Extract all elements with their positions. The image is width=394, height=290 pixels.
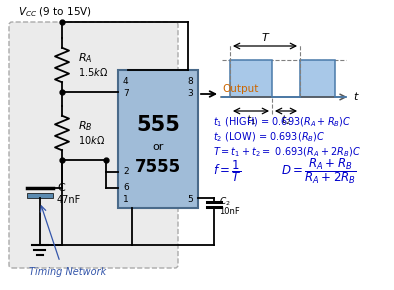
Text: or: or xyxy=(152,142,164,152)
Text: $f = \dfrac{1}{T}$: $f = \dfrac{1}{T}$ xyxy=(213,158,242,184)
Text: 10nF: 10nF xyxy=(219,208,240,217)
Text: 7555: 7555 xyxy=(135,157,181,176)
Text: $t_1$: $t_1$ xyxy=(246,113,256,127)
Text: $D = \dfrac{R_A+R_B}{R_A+2R_B}$: $D = \dfrac{R_A+R_B}{R_A+2R_B}$ xyxy=(281,156,357,186)
Text: $R_B$: $R_B$ xyxy=(78,119,93,133)
Text: Timing Network: Timing Network xyxy=(30,267,107,277)
Text: C: C xyxy=(57,183,65,193)
Text: 8: 8 xyxy=(187,77,193,86)
Text: $10k\Omega$: $10k\Omega$ xyxy=(78,134,105,146)
Text: T: T xyxy=(262,33,268,43)
Text: 3: 3 xyxy=(187,90,193,99)
Text: 6: 6 xyxy=(123,184,129,193)
Text: $t_2$ (LOW) = 0.693$(R_B)C$: $t_2$ (LOW) = 0.693$(R_B)C$ xyxy=(213,130,325,144)
Text: $T = t_1+t_2 = $ 0.693$(R_A+2R_B)C$: $T = t_1+t_2 = $ 0.693$(R_A+2R_B)C$ xyxy=(213,145,361,159)
Text: $R_A$: $R_A$ xyxy=(78,51,93,65)
Text: $t_1$ (HIGH) = 0.693$(R_A+R_B)C$: $t_1$ (HIGH) = 0.693$(R_A+R_B)C$ xyxy=(213,115,351,129)
Text: $t_2$: $t_2$ xyxy=(281,113,291,127)
FancyBboxPatch shape xyxy=(9,22,178,268)
Text: 7: 7 xyxy=(123,90,129,99)
Text: $C_2$: $C_2$ xyxy=(219,196,231,208)
Text: $1.5k\Omega$: $1.5k\Omega$ xyxy=(78,66,108,78)
Text: 555: 555 xyxy=(136,115,180,135)
Bar xyxy=(230,60,272,97)
Bar xyxy=(300,60,335,97)
Text: 47nF: 47nF xyxy=(57,195,81,205)
Text: t: t xyxy=(353,92,357,102)
Text: 1: 1 xyxy=(123,195,129,204)
Bar xyxy=(27,193,53,197)
Text: 5: 5 xyxy=(187,195,193,204)
Text: 2: 2 xyxy=(123,168,128,177)
Text: 4: 4 xyxy=(123,77,128,86)
Text: $V_{CC}$ (9 to 15V): $V_{CC}$ (9 to 15V) xyxy=(18,5,92,19)
Text: Output: Output xyxy=(222,84,258,94)
Bar xyxy=(118,70,198,208)
